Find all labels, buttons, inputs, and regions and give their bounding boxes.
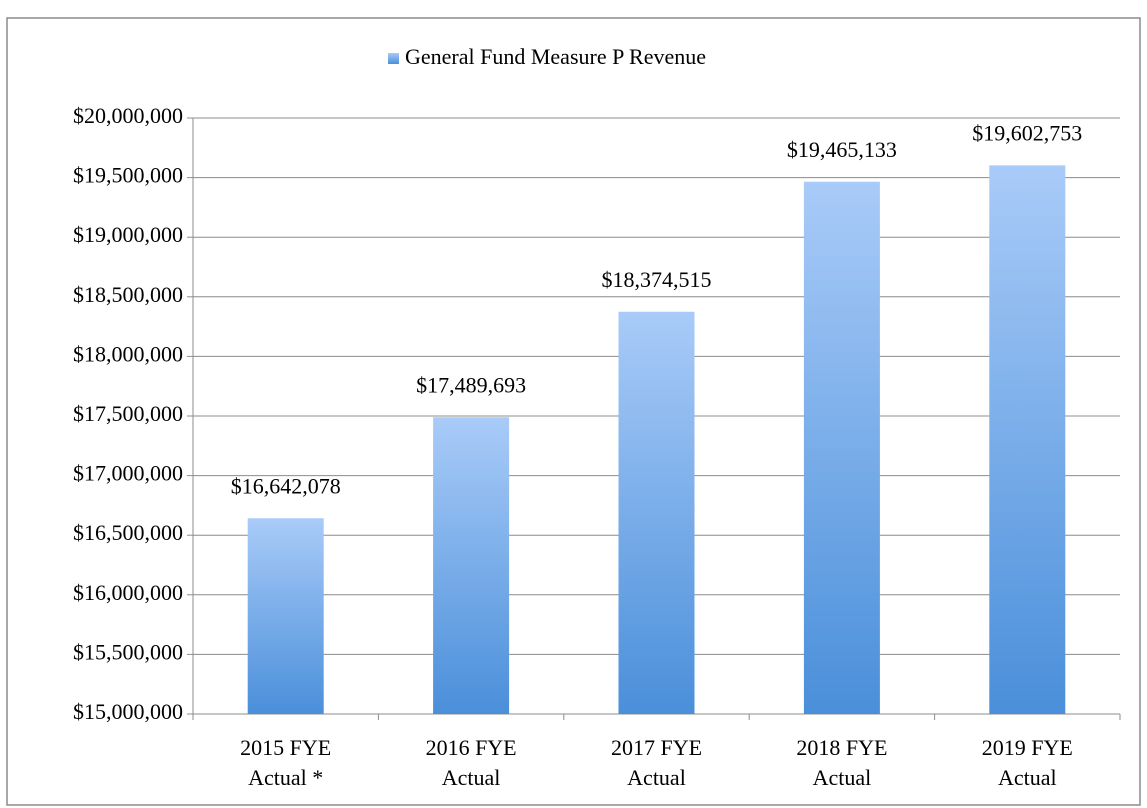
bar bbox=[247, 518, 324, 714]
x-tick-label-line: 2017 FYE bbox=[611, 735, 702, 760]
data-label: $16,642,078 bbox=[231, 473, 341, 498]
x-tick-label-line: 2018 FYE bbox=[796, 735, 887, 760]
x-tick-label-line: Actual * bbox=[248, 765, 323, 790]
x-tick-label-line: 2019 FYE bbox=[982, 735, 1073, 760]
x-tick-label: 2018 FYE Actual bbox=[796, 735, 887, 790]
y-tick-label: $15,500,000 bbox=[73, 639, 183, 664]
x-tick-label-line: Actual bbox=[442, 765, 501, 790]
x-tick-label: 2019 FYE Actual bbox=[982, 735, 1073, 790]
x-tick-label-line: Actual bbox=[627, 765, 686, 790]
y-tick-label: $18,000,000 bbox=[73, 341, 183, 366]
y-tick-label: $19,500,000 bbox=[73, 163, 183, 188]
y-tick-label: $16,000,000 bbox=[73, 580, 183, 605]
x-tick-label-line: Actual bbox=[998, 765, 1057, 790]
bar bbox=[618, 311, 695, 714]
y-tick-label: $16,500,000 bbox=[73, 520, 183, 545]
y-tick-label: $19,000,000 bbox=[73, 222, 183, 247]
y-tick-label: $17,000,000 bbox=[73, 461, 183, 486]
data-label: $18,374,515 bbox=[602, 267, 712, 292]
x-tick-label-line: Actual bbox=[813, 765, 872, 790]
legend-swatch bbox=[388, 53, 399, 64]
y-tick-label: $18,500,000 bbox=[73, 282, 183, 307]
x-tick-label-line: 2016 FYE bbox=[426, 735, 517, 760]
y-tick-label: $17,500,000 bbox=[73, 401, 183, 426]
data-label: $19,465,133 bbox=[787, 137, 897, 162]
bar bbox=[433, 417, 510, 714]
x-tick-label-line: 2015 FYE bbox=[240, 735, 331, 760]
bar bbox=[803, 181, 880, 714]
y-tick-label: $20,000,000 bbox=[73, 103, 183, 128]
x-tick-label: 2016 FYE Actual bbox=[426, 735, 517, 790]
data-label: $19,602,753 bbox=[972, 120, 1082, 145]
bar bbox=[989, 165, 1066, 715]
y-tick-label: $15,000,000 bbox=[73, 699, 183, 724]
x-tick-label: 2017 FYE Actual bbox=[611, 735, 702, 790]
legend-label: General Fund Measure P Revenue bbox=[405, 44, 706, 69]
x-tick-label: 2015 FYE Actual * bbox=[240, 735, 331, 790]
chart-frame bbox=[6, 17, 1141, 806]
data-label: $17,489,693 bbox=[416, 372, 526, 397]
